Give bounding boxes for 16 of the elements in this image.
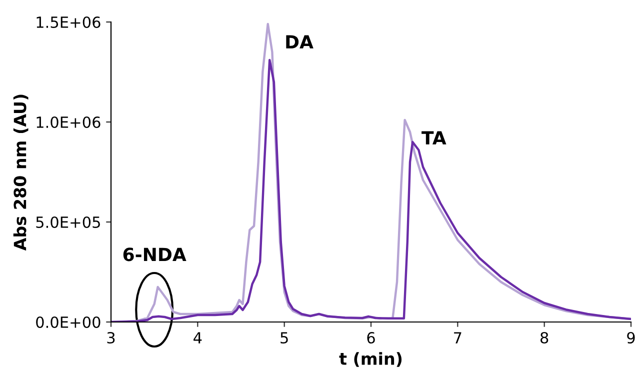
- y-tick-label: 1.5E+06: [36, 16, 100, 28]
- annotation: TA: [422, 131, 446, 144]
- y-tick-label: 1.0E+06: [36, 116, 100, 128]
- y-tick-label: 5.0E+05: [36, 216, 100, 228]
- x-tick-label: 6: [367, 332, 375, 344]
- x-tick-label: 3: [107, 332, 115, 344]
- x-tick-label: 7: [454, 332, 462, 344]
- y-tick-label: 0.0E+00: [36, 316, 100, 328]
- annotation: DA: [286, 35, 314, 48]
- annotation: 6-NDA: [123, 248, 186, 262]
- x-tick-label: 5: [280, 332, 288, 344]
- x-tick-label: 9: [627, 332, 635, 344]
- x-axis-title: t (min): [339, 352, 402, 367]
- y-axis-title: Abs 280 nm (AU): [13, 94, 28, 251]
- x-tick-label: 4: [194, 332, 202, 344]
- x-tick-label: 8: [540, 332, 548, 344]
